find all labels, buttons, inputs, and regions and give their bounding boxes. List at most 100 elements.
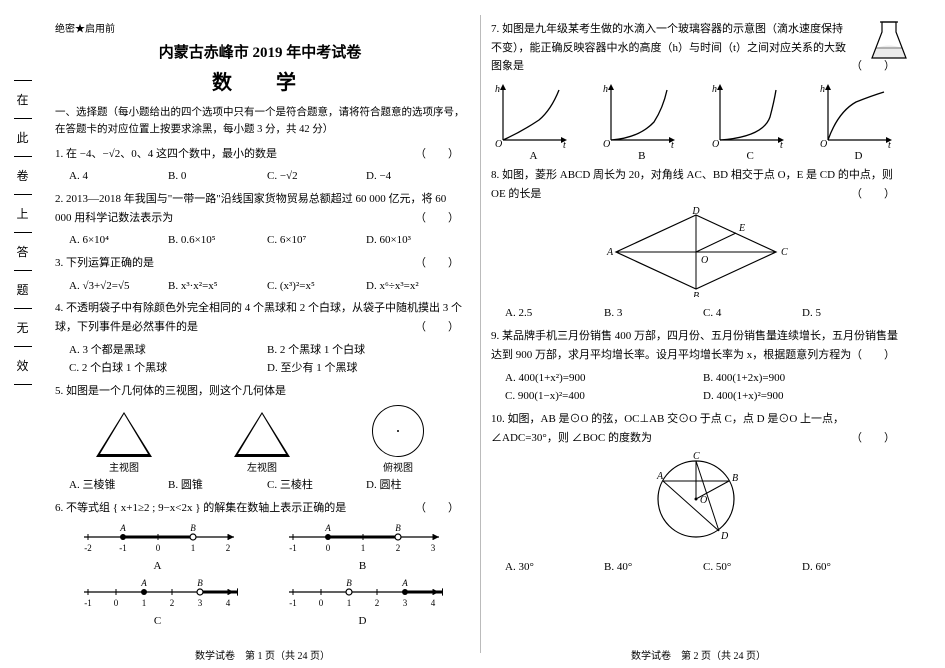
svg-text:3: 3 — [402, 598, 407, 608]
binding-char: 在 — [0, 91, 45, 108]
q5-options: A. 三棱锥 B. 圆锥 C. 三棱柱 D. 圆柱 — [55, 476, 465, 495]
answer-paren: （ ） — [415, 145, 459, 164]
q8-opt-b: B. 3 — [604, 304, 703, 323]
binding-dash — [14, 232, 32, 233]
curve-B: htOB — [599, 82, 684, 162]
q7-stem: 7. 如图是九年级某考生做的水滴入一个玻璃容器的示意图（滴水速度保持不变），能正… — [491, 20, 901, 76]
svg-text:-1: -1 — [289, 543, 297, 553]
binding-dash — [14, 156, 32, 157]
svg-text:O: O — [820, 139, 827, 148]
q3-opt-c: C. (x³)²=x⁵ — [267, 277, 366, 296]
q10-opt-d: D. 60° — [802, 558, 901, 577]
q1-text: 1. 在 −4、−√2、0、4 这四个数中，最小的数是 — [55, 148, 277, 160]
svg-text:O: O — [700, 495, 707, 506]
q3-opt-a: A. √3+√2=√5 — [69, 277, 168, 296]
svg-text:A: A — [119, 523, 126, 533]
circle-diagram: A B C D O — [641, 451, 751, 551]
left-view-label: 左视图 — [234, 459, 290, 474]
svg-text:2: 2 — [395, 543, 400, 553]
q5-opt-a: A. 三棱锥 — [69, 476, 168, 495]
q8-opt-d: D. 5 — [802, 304, 901, 323]
binding-dash — [14, 80, 32, 81]
svg-text:D: D — [691, 207, 700, 217]
svg-text:t: t — [780, 140, 783, 148]
q3-opt-d: D. x⁶÷x³=x² — [366, 277, 465, 296]
q4-stem: 4. 不透明袋子中有除颜色外完全相同的 4 个黑球和 2 个白球，从袋子中随机摸… — [55, 299, 465, 336]
q3-options: A. √3+√2=√5 B. x³·x²=x⁵ C. (x³)²=x⁵ D. x… — [55, 277, 465, 296]
binding-dash — [14, 384, 32, 385]
left-view: 左视图 — [234, 412, 290, 474]
svg-text:h: h — [603, 84, 608, 95]
q4-text: 4. 不透明袋子中有除颜色外完全相同的 4 个黑球和 2 个白球，从袋子中随机摸… — [55, 302, 462, 333]
front-view-label: 主视图 — [96, 459, 152, 474]
q3-opt-b: B. x³·x²=x⁵ — [168, 277, 267, 296]
q8-stem: 8. 如图，菱形 ABCD 周长为 20，对角线 AC、BD 相交于点 O，E … — [491, 166, 901, 203]
svg-text:A: A — [656, 471, 664, 482]
numberline-A: -2-1012ABA — [65, 523, 250, 572]
q1-opt-a: A. 4 — [69, 167, 168, 186]
svg-text:2: 2 — [169, 598, 174, 608]
q5-opt-c: C. 三棱柱 — [267, 476, 366, 495]
svg-text:A: A — [324, 523, 331, 533]
answer-paren: （ ） — [415, 254, 459, 273]
svg-text:B: B — [693, 291, 699, 297]
answer-paren: （ ） — [415, 499, 459, 518]
q10-opt-a: A. 30° — [505, 558, 604, 577]
svg-text:1: 1 — [190, 543, 195, 553]
q1-opt-b: B. 0 — [168, 167, 267, 186]
svg-text:D: D — [720, 531, 729, 542]
q8-options: A. 2.5 B. 3 C. 4 D. 5 — [491, 304, 901, 323]
svg-text:3: 3 — [197, 598, 202, 608]
q10-opt-c: C. 50° — [703, 558, 802, 577]
svg-text:h: h — [712, 84, 717, 95]
q4-opt-c: C. 2 个白球 1 个黑球 — [69, 359, 267, 378]
q10-text: 10. 如图，AB 是⊙O 的弦，OC⊥AB 交⊙O 于点 C，点 D 是⊙O … — [491, 413, 844, 444]
exam-title-line2: 数 学 — [55, 66, 465, 95]
q6-stem: 6. 不等式组 { x+1≥2 ; 9−x<2x } 的解集在数轴上表示正确的是… — [55, 499, 465, 518]
q8-figure: D C B A O E — [491, 207, 901, 300]
q2-opt-a: A. 6×10⁴ — [69, 231, 168, 250]
q6-numberlines: -2-1012ABA-10123ABB-101234ABC-101234ABD — [55, 523, 465, 633]
binding-char: 卷 — [0, 167, 45, 184]
q7-text: 7. 如图是九年级某考生做的水滴入一个玻璃容器的示意图（滴水速度保持不变），能正… — [491, 23, 846, 72]
q1-stem: 1. 在 −4、−√2、0、4 这四个数中，最小的数是 （ ） — [55, 145, 465, 164]
svg-text:0: 0 — [113, 598, 118, 608]
q2-opt-d: D. 60×10³ — [366, 231, 465, 250]
q5-views: 主视图 左视图 俯视图 — [55, 405, 465, 474]
rhombus-diagram: D C B A O E — [601, 207, 791, 297]
binding-char: 答 — [0, 243, 45, 260]
flask-icon — [868, 18, 910, 68]
svg-text:0: 0 — [155, 543, 160, 553]
binding-char: 上 — [0, 205, 45, 222]
svg-text:O: O — [701, 255, 708, 266]
section-1-instructions: 一、选择题（每小题给出的四个选项中只有一个是符合题意，请将符合题意的选项序号，在… — [55, 105, 465, 139]
svg-text:B: B — [197, 578, 203, 588]
svg-text:A: A — [606, 247, 614, 258]
q2-opt-b: B. 0.6×10⁵ — [168, 231, 267, 250]
exam-title-line1: 内蒙古赤峰市 2019 年中考试卷 — [55, 41, 465, 62]
svg-text:h: h — [495, 84, 500, 95]
answer-paren: （ ） — [851, 346, 895, 365]
q8-opt-c: C. 4 — [703, 304, 802, 323]
svg-text:1: 1 — [346, 598, 351, 608]
q2-stem: 2. 2013—2018 年我国与"一带一路"沿线国家货物贸易总额超过 60 0… — [55, 190, 465, 227]
q1-options: A. 4 B. 0 C. −√2 D. −4 — [55, 167, 465, 186]
q2-opt-c: C. 6×10⁷ — [267, 231, 366, 250]
q9-text: 9. 某品牌手机三月份销售 400 万部，四月份、五月份销售量连续增长，五月份销… — [491, 330, 898, 361]
binding-dash — [14, 118, 32, 119]
q7-curves: htOAhtOBhtOChtOD — [491, 82, 901, 162]
q10-stem: 10. 如图，AB 是⊙O 的弦，OC⊥AB 交⊙O 于点 C，点 D 是⊙O … — [491, 410, 901, 447]
curve-A: htOA — [491, 82, 576, 162]
numberline-B: -10123ABB — [270, 523, 455, 572]
q4-opt-d: D. 至少有 1 个黑球 — [267, 359, 465, 378]
svg-text:B: B — [190, 523, 196, 533]
q2-options: A. 6×10⁴ B. 0.6×10⁵ C. 6×10⁷ D. 60×10³ — [55, 231, 465, 250]
svg-text:3: 3 — [430, 543, 435, 553]
svg-text:h: h — [820, 84, 825, 95]
numberline-D: -101234ABD — [270, 578, 455, 627]
svg-text:C: C — [693, 451, 700, 462]
binding-dash — [14, 308, 32, 309]
svg-text:O: O — [495, 139, 502, 148]
q9-options: A. 400(1+x²)=900 B. 400(1+2x)=900 C. 900… — [491, 369, 901, 406]
svg-text:0: 0 — [318, 598, 323, 608]
